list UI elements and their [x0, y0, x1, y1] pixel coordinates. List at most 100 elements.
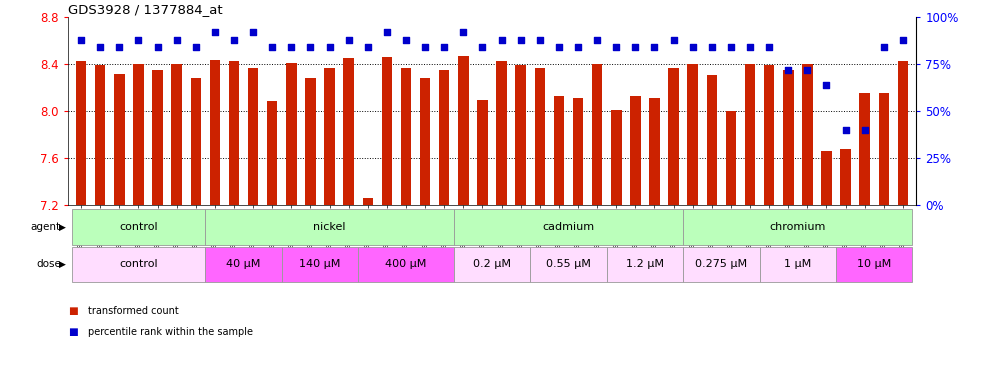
Bar	[458, 56, 468, 205]
Point	[857, 127, 872, 133]
Point	[168, 37, 184, 43]
Point	[322, 44, 338, 50]
Point	[761, 44, 777, 50]
Text: percentile rank within the sample: percentile rank within the sample	[88, 327, 253, 337]
Bar	[802, 64, 813, 205]
Text: 0.275 μM: 0.275 μM	[695, 259, 747, 269]
Bar	[554, 96, 564, 205]
Text: ▶: ▶	[59, 222, 66, 232]
Point	[800, 67, 816, 73]
Point	[360, 44, 375, 50]
Point	[609, 44, 624, 50]
Bar	[630, 96, 640, 205]
Point	[149, 44, 165, 50]
Bar	[477, 99, 488, 205]
Bar	[171, 64, 182, 205]
Bar	[115, 74, 124, 205]
Bar	[706, 75, 717, 205]
Text: 10 μM: 10 μM	[858, 259, 891, 269]
Point	[895, 37, 911, 43]
Bar	[516, 66, 526, 205]
Bar	[363, 199, 374, 205]
Text: 0.55 μM: 0.55 μM	[546, 259, 591, 269]
Bar	[607, 247, 683, 282]
Point	[93, 44, 109, 50]
Point	[590, 37, 606, 43]
Text: 1.2 μM: 1.2 μM	[625, 259, 664, 269]
Bar	[305, 78, 316, 205]
Text: nickel: nickel	[314, 222, 346, 232]
Text: agent: agent	[31, 222, 61, 232]
Text: chromium: chromium	[770, 222, 826, 232]
Text: 0.2 μM: 0.2 μM	[473, 259, 511, 269]
Point	[417, 44, 433, 50]
Bar	[190, 78, 201, 205]
Bar	[649, 98, 659, 205]
Point	[665, 37, 681, 43]
Bar	[420, 78, 430, 205]
Bar	[841, 149, 851, 205]
Bar	[381, 57, 392, 205]
Bar	[95, 66, 106, 205]
Text: control: control	[120, 259, 157, 269]
Point	[513, 37, 529, 43]
Point	[875, 44, 891, 50]
Bar	[325, 68, 335, 205]
Bar	[745, 64, 755, 205]
Bar	[72, 209, 205, 245]
Point	[684, 44, 700, 50]
Point	[551, 44, 567, 50]
Bar	[454, 247, 530, 282]
Point	[474, 44, 490, 50]
Text: 140 μM: 140 μM	[300, 259, 341, 269]
Bar	[76, 61, 87, 205]
Bar	[439, 70, 449, 205]
Point	[303, 44, 319, 50]
Bar	[344, 58, 354, 205]
Bar	[152, 70, 162, 205]
Point	[570, 44, 586, 50]
Point	[455, 29, 471, 35]
Text: 1 μM: 1 μM	[784, 259, 812, 269]
Bar	[72, 247, 205, 282]
Text: 400 μM: 400 μM	[385, 259, 426, 269]
Bar	[783, 70, 794, 205]
Point	[207, 29, 223, 35]
Text: GDS3928 / 1377884_at: GDS3928 / 1377884_at	[68, 3, 222, 16]
Bar	[726, 111, 736, 205]
Bar	[822, 151, 832, 205]
Bar	[229, 61, 239, 205]
Point	[73, 37, 89, 43]
Point	[704, 44, 720, 50]
Bar	[535, 68, 545, 205]
Bar	[133, 64, 143, 205]
Point	[398, 37, 414, 43]
Bar	[248, 68, 258, 205]
Point	[264, 44, 280, 50]
Text: transformed count: transformed count	[88, 306, 178, 316]
Bar	[359, 247, 454, 282]
Bar	[683, 209, 912, 245]
Bar	[592, 64, 603, 205]
Bar	[668, 68, 679, 205]
Point	[245, 29, 261, 35]
Point	[780, 67, 796, 73]
Point	[723, 44, 739, 50]
Text: 40 μM: 40 μM	[226, 259, 261, 269]
Bar	[400, 68, 411, 205]
Point	[838, 127, 854, 133]
Point	[646, 44, 662, 50]
Bar	[878, 93, 889, 205]
Bar	[760, 247, 836, 282]
Bar	[205, 209, 454, 245]
Point	[742, 44, 758, 50]
Point	[627, 44, 643, 50]
Bar	[683, 247, 760, 282]
Bar	[573, 98, 584, 205]
Bar	[209, 60, 220, 205]
Bar	[454, 209, 683, 245]
Bar	[267, 101, 278, 205]
Point	[494, 37, 510, 43]
Point	[436, 44, 452, 50]
Text: control: control	[120, 222, 157, 232]
